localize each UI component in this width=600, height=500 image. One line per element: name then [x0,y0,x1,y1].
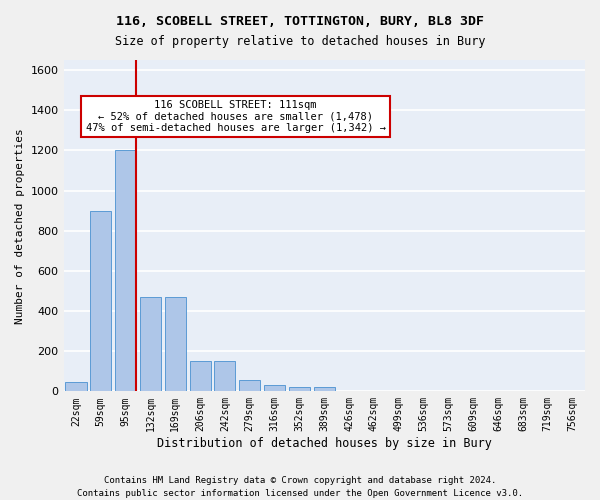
Bar [190,361,211,392]
Text: Size of property relative to detached houses in Bury: Size of property relative to detached ho… [115,35,485,48]
X-axis label: Distribution of detached houses by size in Bury: Distribution of detached houses by size … [157,437,492,450]
Bar [289,388,310,392]
Bar [239,380,260,392]
Bar [264,386,285,392]
Bar [214,361,235,392]
Text: 116 SCOBELL STREET: 111sqm
← 52% of detached houses are smaller (1,478)
47% of s: 116 SCOBELL STREET: 111sqm ← 52% of deta… [86,100,386,133]
Bar [314,388,335,392]
Bar [90,210,112,392]
Bar [140,297,161,392]
Bar [65,382,86,392]
Text: 116, SCOBELL STREET, TOTTINGTON, BURY, BL8 3DF: 116, SCOBELL STREET, TOTTINGTON, BURY, B… [116,15,484,28]
Text: Contains public sector information licensed under the Open Government Licence v3: Contains public sector information licen… [77,488,523,498]
Y-axis label: Number of detached properties: Number of detached properties [15,128,25,324]
Bar [115,150,136,392]
Text: Contains HM Land Registry data © Crown copyright and database right 2024.: Contains HM Land Registry data © Crown c… [104,476,496,485]
Bar [165,297,186,392]
